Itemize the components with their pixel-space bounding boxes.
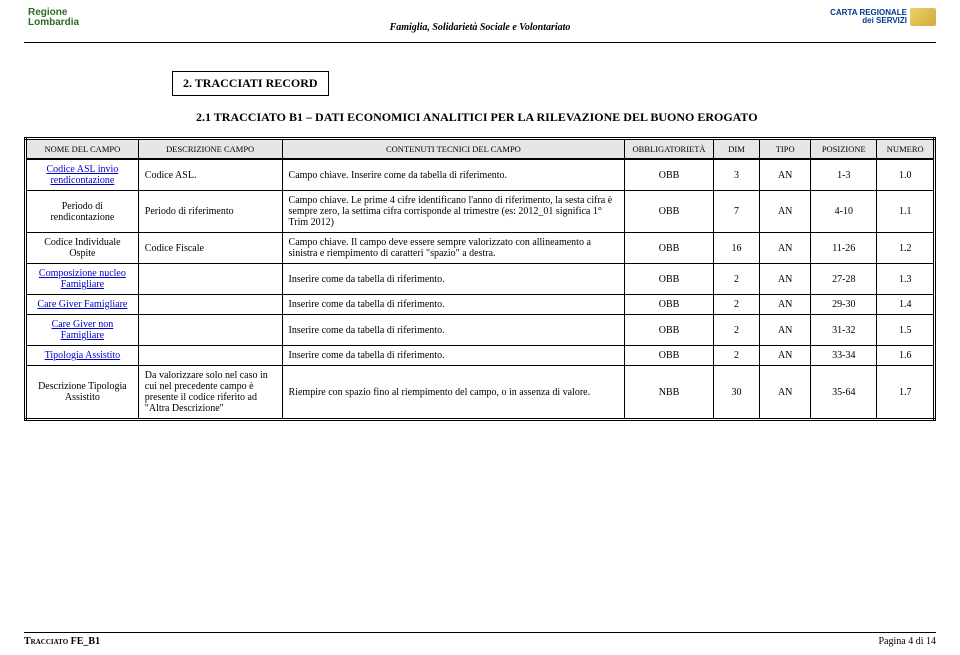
field-num: 1.1 (877, 191, 935, 233)
table-row: Codice Individuale OspiteCodice FiscaleC… (26, 233, 935, 264)
field-tipo: AN (760, 233, 811, 264)
field-name[interactable]: Care Giver Famigliare (26, 295, 139, 315)
field-num: 1.7 (877, 366, 935, 420)
department-title: Famiglia, Solidarietà Sociale e Volontar… (390, 22, 571, 33)
field-desc: Da valorizzare solo nel caso in cui nel … (138, 366, 282, 420)
field-num: 1.5 (877, 315, 935, 346)
table-row: Codice ASL invio rendicontazioneCodice A… (26, 159, 935, 191)
field-content: Campo chiave. Il campo deve essere sempr… (282, 233, 625, 264)
field-pos: 11-26 (811, 233, 877, 264)
field-obb: OBB (625, 233, 714, 264)
field-num: 1.4 (877, 295, 935, 315)
field-name: Descrizione Tipologia Assistito (26, 366, 139, 420)
table-row: Care Giver Famigliare Inserire come da ta… (26, 295, 935, 315)
field-pos: 31-32 (811, 315, 877, 346)
field-tipo: AN (760, 159, 811, 191)
field-pos: 1-3 (811, 159, 877, 191)
field-desc (138, 346, 282, 366)
field-dim: 2 (713, 264, 759, 295)
col-header-posizione: POSIZIONE (811, 139, 877, 160)
field-tipo: AN (760, 346, 811, 366)
field-desc: Codice Fiscale (138, 233, 282, 264)
field-tipo: AN (760, 264, 811, 295)
field-name[interactable]: Composizione nucleo Famigliare (26, 264, 139, 295)
field-desc (138, 315, 282, 346)
field-num: 1.3 (877, 264, 935, 295)
field-name: Periodo di rendicontazione (26, 191, 139, 233)
col-header-descrizione: DESCRIZIONE CAMPO (138, 139, 282, 160)
field-obb: OBB (625, 191, 714, 233)
region-label-line2: Lombardia (28, 18, 79, 28)
field-tipo: AN (760, 191, 811, 233)
field-tipo: AN (760, 295, 811, 315)
col-header-numero: NUMERO (877, 139, 935, 160)
field-pos: 29-30 (811, 295, 877, 315)
crs-label-line2: dei SERVIZI (830, 17, 907, 25)
field-obb: OBB (625, 159, 714, 191)
field-desc: Periodo di riferimento (138, 191, 282, 233)
field-dim: 2 (713, 295, 759, 315)
crs-card-icon (910, 8, 936, 26)
field-dim: 2 (713, 315, 759, 346)
field-name[interactable]: Tipologia Assistito (26, 346, 139, 366)
field-num: 1.6 (877, 346, 935, 366)
page-content: 2. TRACCIATI RECORD 2.1 TRACCIATO B1 – D… (0, 43, 960, 421)
field-content: Campo chiave. Inserire come da tabella d… (282, 159, 625, 191)
table-row: Tipologia Assistito Inserire come da tabe… (26, 346, 935, 366)
field-pos: 4-10 (811, 191, 877, 233)
page-footer: Tracciato FE_B1 Pagina 4 di 14 (24, 632, 936, 647)
footer-tracciato-label: Tracciato FE_B1 (24, 636, 100, 647)
field-obb: OBB (625, 295, 714, 315)
field-content: Campo chiave. Le prime 4 cifre identific… (282, 191, 625, 233)
field-pos: 27-28 (811, 264, 877, 295)
col-header-obbligatorieta: OBBLIGATORIETÀ (625, 139, 714, 160)
field-obb: OBB (625, 264, 714, 295)
page-header: Regione Lombardia Famiglia, Solidarietà … (0, 0, 960, 42)
footer-page-number: Pagina 4 di 14 (879, 636, 937, 647)
field-dim: 7 (713, 191, 759, 233)
col-header-tipo: TIPO (760, 139, 811, 160)
field-dim: 3 (713, 159, 759, 191)
field-desc: Codice ASL. (138, 159, 282, 191)
field-content: Inserire come da tabella di riferimento. (282, 295, 625, 315)
field-pos: 33-34 (811, 346, 877, 366)
table-row: Periodo di rendicontazionePeriodo di rif… (26, 191, 935, 233)
table-row: Composizione nucleo Famigliare Inserire c… (26, 264, 935, 295)
field-obb: OBB (625, 315, 714, 346)
field-tipo: AN (760, 366, 811, 420)
field-dim: 30 (713, 366, 759, 420)
field-dim: 16 (713, 233, 759, 264)
field-obb: OBB (625, 346, 714, 366)
field-content: Inserire come da tabella di riferimento. (282, 264, 625, 295)
col-header-contenuti: CONTENUTI TECNICI DEL CAMPO (282, 139, 625, 160)
field-desc (138, 295, 282, 315)
field-num: 1.2 (877, 233, 935, 264)
field-name[interactable]: Care Giver non Famigliare (26, 315, 139, 346)
subsection-heading: 2.1 TRACCIATO B1 – DATI ECONOMICI ANALIT… (196, 110, 936, 125)
regione-lombardia-logo: Regione Lombardia (24, 8, 79, 27)
field-obb: NBB (625, 366, 714, 420)
field-name[interactable]: Codice ASL invio rendicontazione (26, 159, 139, 191)
field-num: 1.0 (877, 159, 935, 191)
field-desc (138, 264, 282, 295)
field-content: Riempire con spazio fino al riempimento … (282, 366, 625, 420)
section-heading: 2. TRACCIATI RECORD (172, 71, 329, 96)
col-header-dim: DIM (713, 139, 759, 160)
crs-logo: CARTA REGIONALE dei SERVIZI (830, 8, 936, 26)
col-header-nome: NOME DEL CAMPO (26, 139, 139, 160)
field-tipo: AN (760, 315, 811, 346)
field-content: Inserire come da tabella di riferimento. (282, 315, 625, 346)
field-name: Codice Individuale Ospite (26, 233, 139, 264)
tracciato-table: NOME DEL CAMPO DESCRIZIONE CAMPO CONTENU… (24, 137, 936, 421)
field-content: Inserire come da tabella di riferimento. (282, 346, 625, 366)
field-dim: 2 (713, 346, 759, 366)
table-row: Descrizione Tipologia AssistitoDa valori… (26, 366, 935, 420)
field-pos: 35-64 (811, 366, 877, 420)
table-header-row: NOME DEL CAMPO DESCRIZIONE CAMPO CONTENU… (26, 139, 935, 160)
table-row: Care Giver non Famigliare Inserire come d… (26, 315, 935, 346)
